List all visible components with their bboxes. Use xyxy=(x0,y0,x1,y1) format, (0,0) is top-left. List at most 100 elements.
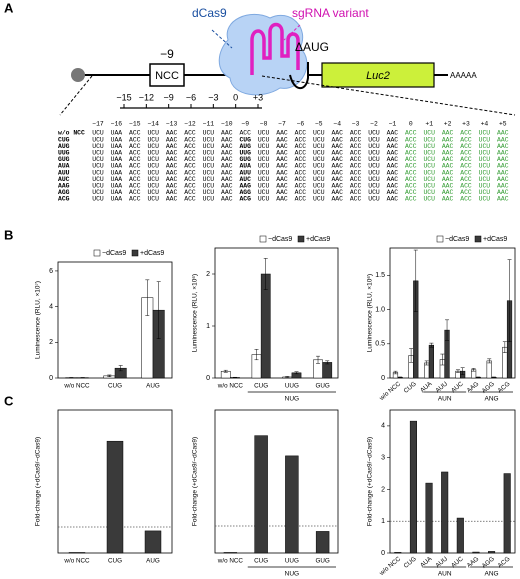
codon: AAC xyxy=(221,149,233,156)
codon: ACC xyxy=(460,143,472,150)
codon: AAC xyxy=(276,169,288,176)
codon: ACC xyxy=(295,143,307,150)
ruler-label: −3 xyxy=(208,92,218,102)
x-tick-label: w/o NCC xyxy=(63,383,90,390)
y-tick-label: 2 xyxy=(49,339,53,346)
codon: ACC xyxy=(405,163,417,170)
codon: UAA xyxy=(111,169,123,176)
codon: UCU xyxy=(423,163,435,170)
codon: UCU xyxy=(147,163,159,170)
codon: ACC xyxy=(295,176,307,183)
codon: ACC xyxy=(350,143,362,150)
codon: UCU xyxy=(147,143,159,150)
codon: UCU xyxy=(479,169,491,176)
error-bar xyxy=(440,353,445,366)
codon: UCU xyxy=(258,130,270,137)
error-bar xyxy=(118,365,123,372)
codon: UCU xyxy=(313,182,325,189)
bar xyxy=(428,344,434,379)
x-tick-label: AUG xyxy=(146,558,160,565)
reporter-label: Luc2 xyxy=(366,70,390,82)
error-bar xyxy=(223,369,228,373)
codon: UAA xyxy=(111,176,123,183)
legend-label: −dCas9 xyxy=(102,250,126,257)
error-bar xyxy=(507,259,512,342)
codon: UCU xyxy=(368,196,380,203)
plot-frame xyxy=(214,247,339,379)
y-tick-label: 3 xyxy=(381,455,385,462)
row-label: AUU xyxy=(58,169,70,176)
codon: AAC xyxy=(442,169,454,176)
codon: UCU xyxy=(313,143,325,150)
codon: UCU xyxy=(258,196,270,203)
error-bar xyxy=(491,376,496,378)
codon: ACC xyxy=(350,182,362,189)
ruler-label: +3 xyxy=(253,92,263,102)
codon: UCU xyxy=(147,196,159,203)
codon: UCU xyxy=(423,136,435,143)
ruler-label: 0 xyxy=(233,92,238,102)
codon: AAC xyxy=(387,176,399,183)
codon: ACC xyxy=(460,130,472,137)
codon: UCU xyxy=(423,182,435,189)
codon: UCU xyxy=(313,130,325,137)
codon: ACC xyxy=(460,163,472,170)
group-label: AUN xyxy=(438,571,452,578)
codon: AAC xyxy=(497,189,509,196)
codon: UCU xyxy=(92,182,104,189)
y-tick-label: 1.0 xyxy=(375,306,385,313)
codon: UCU xyxy=(258,169,270,176)
codon: AAC xyxy=(221,182,233,189)
codon: ACC xyxy=(405,196,417,203)
x-tick-label: CUG xyxy=(108,558,122,565)
y-tick-label: 1 xyxy=(206,323,210,330)
sgrna-label: sgRNA variant xyxy=(292,6,369,20)
codon: ACC xyxy=(129,143,141,150)
codon: AAC xyxy=(331,169,343,176)
codon: AAG xyxy=(239,182,251,189)
codon: GUG xyxy=(239,156,251,163)
codon: AAC xyxy=(166,136,178,143)
codon: UCU xyxy=(479,136,491,143)
codon: AAC xyxy=(387,156,399,163)
codon: UCU xyxy=(203,143,215,150)
codon: ACC xyxy=(460,176,472,183)
codon: AAC xyxy=(387,182,399,189)
codon: UCU xyxy=(92,196,104,203)
codon: ACC xyxy=(405,130,417,137)
bar xyxy=(488,551,496,554)
codon: ACC xyxy=(295,196,307,203)
row-label: AUC xyxy=(58,176,70,183)
codon: ACC xyxy=(350,189,362,196)
codon: AAC xyxy=(331,182,343,189)
legend-swatch xyxy=(436,235,444,243)
codon: UAA xyxy=(111,163,123,170)
error-bar xyxy=(294,371,299,375)
y-axis-label: Luminescence (RLU, ×10⁷) xyxy=(35,281,42,359)
bar xyxy=(106,440,124,554)
codon: AAC xyxy=(497,156,509,163)
x-tick-label: AUG xyxy=(146,383,160,390)
codon: ACC xyxy=(129,163,141,170)
codon: UCU xyxy=(203,156,215,163)
group-label: NUG xyxy=(285,571,299,578)
bar xyxy=(456,517,464,554)
codon: UCU xyxy=(313,156,325,163)
codon: ACC xyxy=(129,156,141,163)
codon: UCU xyxy=(258,182,270,189)
codon: AAC xyxy=(221,130,233,137)
x-tick-label: w/o NCC xyxy=(378,555,403,577)
y-tick-label: 0.5 xyxy=(375,341,385,348)
dcas9-label: dCas9 xyxy=(192,6,227,20)
codon: ACC xyxy=(129,169,141,176)
codon: AAC xyxy=(331,149,343,156)
codon: ACC xyxy=(129,196,141,203)
row-label: w/o NCC xyxy=(58,130,85,137)
error-bar xyxy=(325,360,330,365)
table-header: −6 xyxy=(297,121,305,128)
codon: AAC xyxy=(166,163,178,170)
codon: UCU xyxy=(423,189,435,196)
y-tick-label: 2 xyxy=(381,486,385,493)
codon: UCU xyxy=(479,156,491,163)
codon: UAA xyxy=(111,196,123,203)
